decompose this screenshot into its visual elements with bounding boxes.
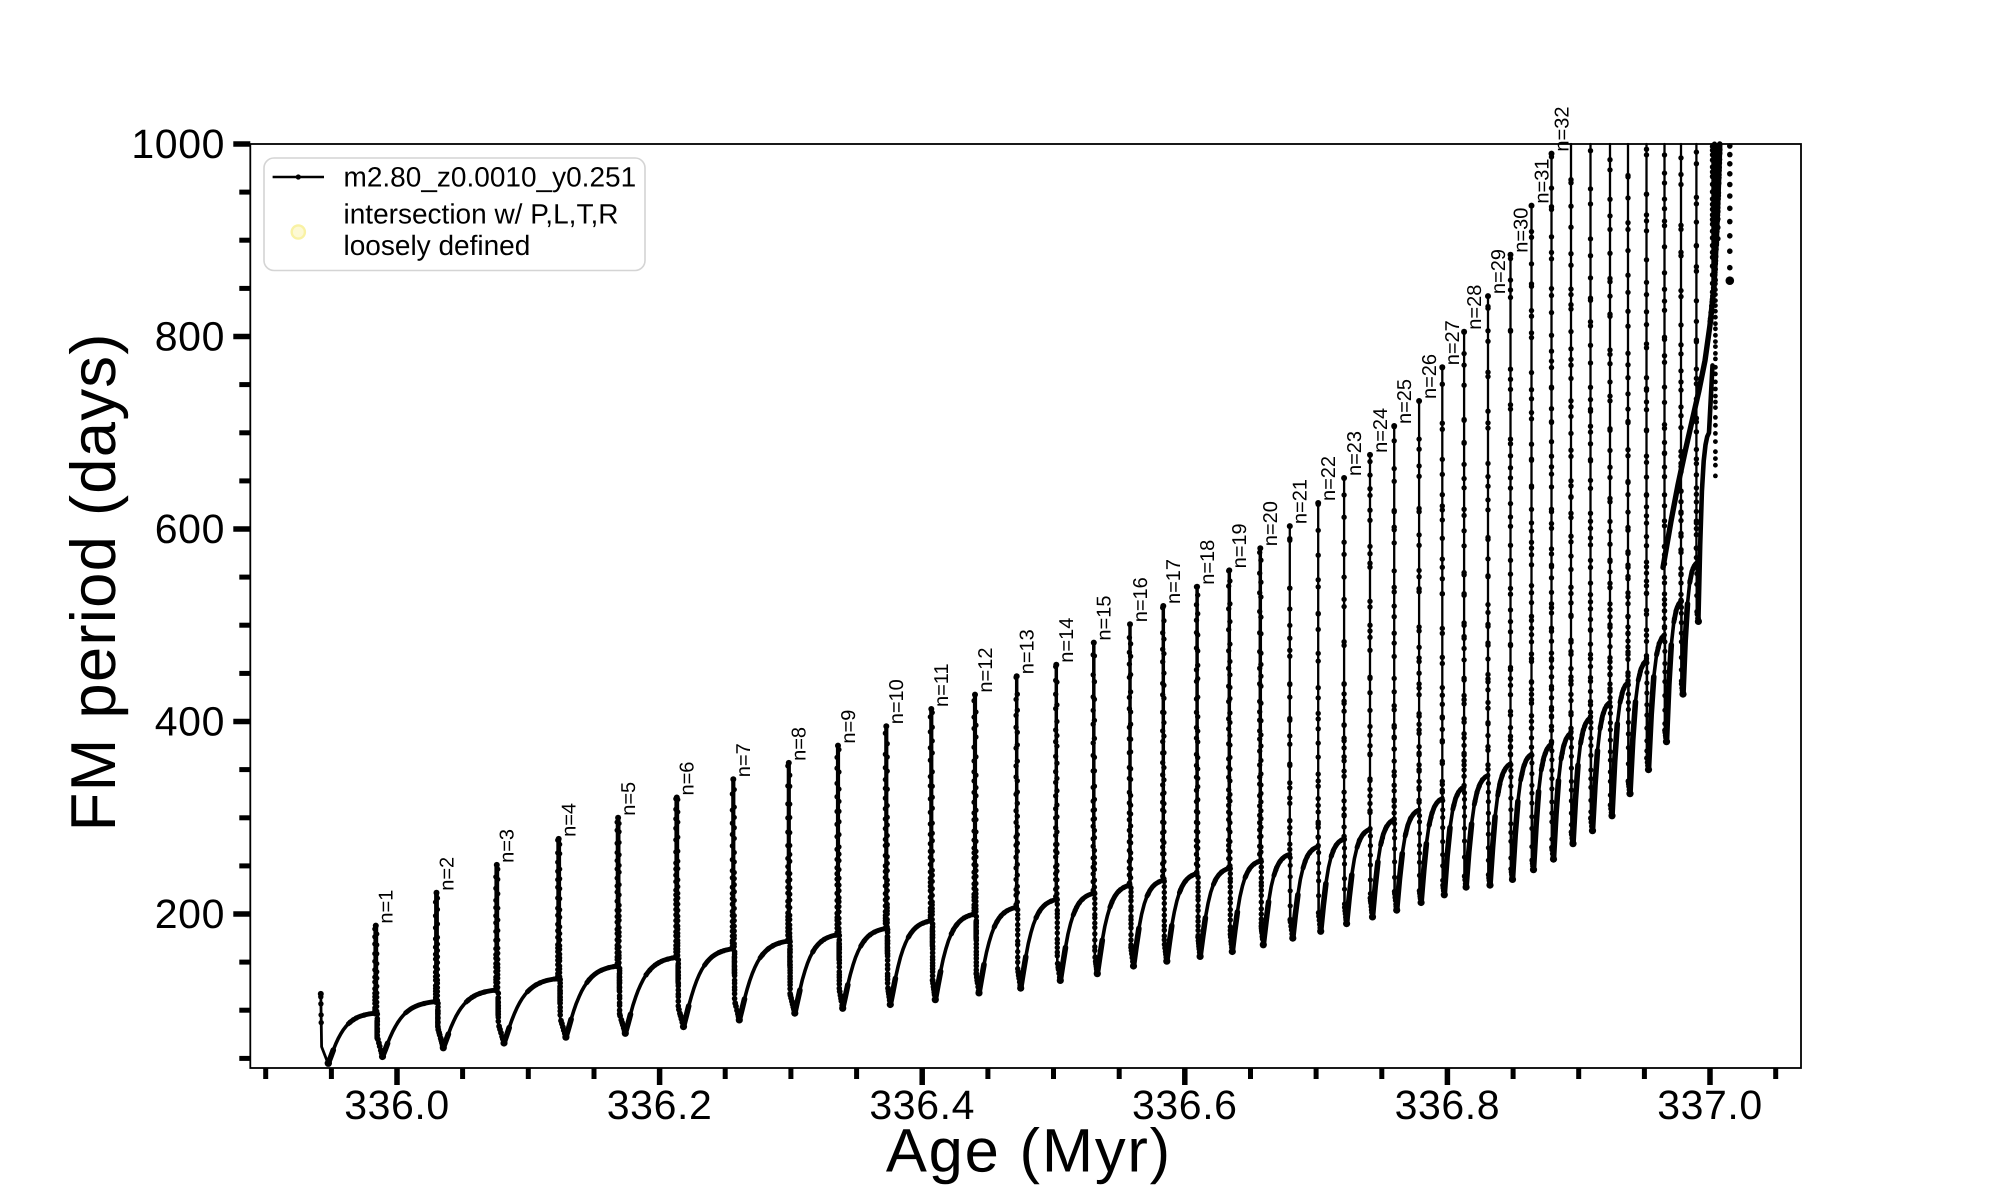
svg-text:n=4: n=4 [559,803,581,837]
svg-text:n=28: n=28 [1464,285,1486,330]
svg-text:336.0: 336.0 [344,1082,450,1128]
svg-text:n=31: n=31 [1531,159,1553,204]
svg-text:intersection w/ P,L,T,R: intersection w/ P,L,T,R [344,199,619,230]
svg-text:1000: 1000 [131,121,225,167]
svg-text:n=7: n=7 [733,743,755,777]
svg-text:m2.80_z0.0010_y0.251: m2.80_z0.0010_y0.251 [344,162,637,193]
svg-text:n=25: n=25 [1394,379,1416,424]
svg-text:n=9: n=9 [838,710,860,744]
svg-text:n=12: n=12 [975,648,997,693]
svg-text:n=19: n=19 [1229,523,1251,568]
svg-text:n=1: n=1 [376,890,398,924]
svg-text:336.2: 336.2 [607,1082,713,1128]
svg-text:n=8: n=8 [789,727,811,761]
svg-text:n=3: n=3 [497,829,519,863]
svg-text:loosely defined: loosely defined [344,230,531,261]
svg-text:n=18: n=18 [1197,540,1219,585]
svg-text:n=20: n=20 [1260,501,1282,546]
svg-text:n=24: n=24 [1370,408,1392,453]
svg-text:n=15: n=15 [1094,596,1116,641]
svg-text:n=5: n=5 [618,782,640,816]
svg-text:400: 400 [155,699,225,745]
svg-text:n=17: n=17 [1163,559,1185,604]
svg-text:n=13: n=13 [1017,629,1039,674]
svg-text:n=27: n=27 [1442,320,1464,365]
svg-text:n=26: n=26 [1419,354,1441,399]
svg-text:336.4: 336.4 [869,1082,975,1128]
svg-text:n=23: n=23 [1344,431,1366,476]
svg-text:n=6: n=6 [677,762,699,796]
svg-text:n=11: n=11 [931,663,953,707]
svg-text:FM period (days): FM period (days) [59,332,129,831]
svg-text:337.0: 337.0 [1657,1082,1763,1128]
svg-text:n=16: n=16 [1130,577,1152,622]
svg-text:n=22: n=22 [1318,456,1340,501]
svg-text:n=32: n=32 [1551,107,1573,152]
svg-text:n=30: n=30 [1510,208,1532,253]
svg-text:n=2: n=2 [436,857,458,891]
svg-text:336.6: 336.6 [1132,1082,1238,1128]
svg-text:n=29: n=29 [1488,249,1510,294]
svg-text:200: 200 [155,891,225,937]
svg-text:Age (Myr): Age (Myr) [886,1117,1172,1186]
svg-text:336.8: 336.8 [1395,1082,1501,1128]
svg-text:n=21: n=21 [1290,479,1312,524]
svg-text:600: 600 [155,506,225,552]
svg-text:800: 800 [155,314,225,360]
svg-text:n=14: n=14 [1056,618,1078,663]
svg-text:n=10: n=10 [886,679,908,724]
